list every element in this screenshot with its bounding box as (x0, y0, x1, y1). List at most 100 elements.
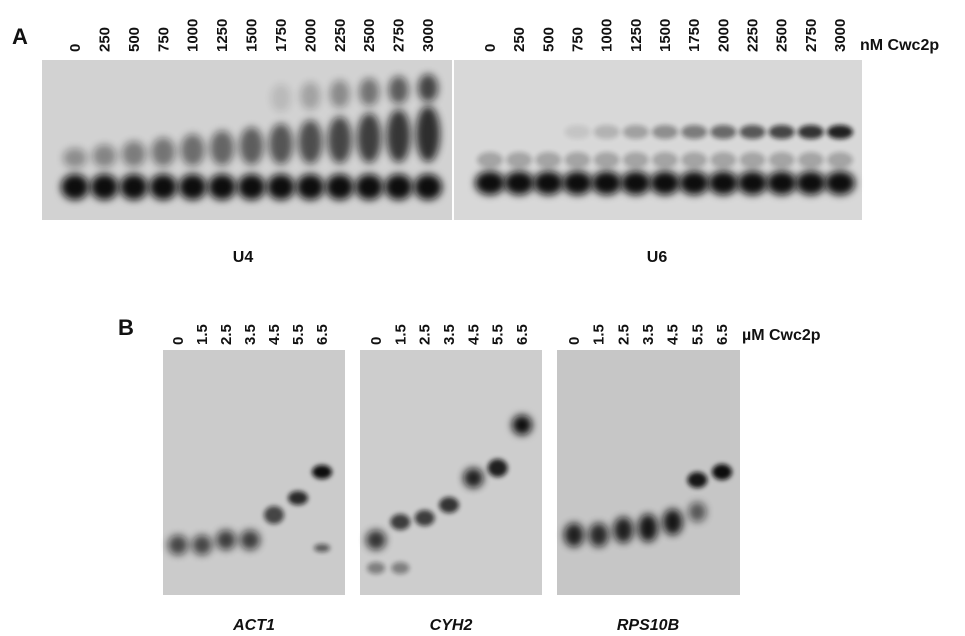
lane-label: 2750 (391, 19, 408, 52)
gel-label: U4 (233, 249, 254, 266)
lane-label: 1.5 (392, 324, 409, 345)
band (768, 125, 795, 139)
lane-label: 750 (570, 27, 587, 52)
lane-label: 6.5 (314, 324, 331, 345)
band (391, 562, 410, 574)
lane-label: 3000 (832, 19, 849, 52)
band (312, 465, 332, 479)
band (739, 152, 766, 168)
band (178, 174, 207, 200)
band (620, 171, 651, 195)
lane-label: 4.5 (665, 324, 682, 345)
band (90, 174, 119, 200)
band (121, 141, 146, 167)
lane-label: 0 (566, 337, 583, 345)
lane-label: 6.5 (714, 324, 731, 345)
gel (454, 60, 862, 220)
lane-label: 3000 (420, 19, 437, 52)
band (795, 171, 826, 195)
band (827, 125, 853, 139)
band (359, 78, 380, 106)
lane-label: 750 (155, 27, 172, 52)
lane-label: 0 (67, 44, 84, 52)
band (388, 76, 409, 104)
lane-label: 3.5 (640, 324, 657, 345)
band (593, 152, 620, 168)
band (737, 171, 768, 195)
band (679, 171, 710, 195)
band (739, 125, 766, 139)
band (564, 125, 591, 139)
band (564, 523, 584, 547)
lane-label: 2.5 (218, 324, 235, 345)
band (681, 152, 708, 168)
lane-label: 0 (482, 44, 499, 52)
gel (360, 350, 542, 595)
band (355, 174, 384, 200)
band (681, 125, 708, 139)
band (314, 544, 330, 552)
band (564, 152, 591, 168)
lane-label: 1.5 (194, 324, 211, 345)
band (710, 152, 737, 168)
lane-label: 3.5 (441, 324, 458, 345)
lane-label: 2.5 (417, 324, 434, 345)
band (562, 171, 593, 195)
band (416, 106, 440, 162)
lane-label: 1000 (185, 19, 202, 52)
lane-label: 0 (170, 337, 187, 345)
lane-label: 2250 (745, 19, 762, 52)
lane-label: 2750 (803, 19, 820, 52)
band (688, 502, 707, 522)
lane-label: 1750 (273, 19, 290, 52)
band (512, 415, 532, 435)
band (151, 137, 176, 167)
band (240, 530, 260, 550)
lane-label: 5.5 (290, 324, 307, 345)
band (535, 152, 562, 168)
panel-label: A (12, 24, 28, 49)
lane-label: 3.5 (242, 324, 259, 345)
lane-label: 500 (540, 27, 557, 52)
band (712, 464, 732, 480)
band (266, 174, 295, 200)
band (149, 174, 178, 200)
band (477, 152, 503, 168)
band (237, 174, 266, 200)
band (797, 125, 824, 139)
band (766, 171, 797, 195)
band (329, 80, 350, 108)
band (119, 174, 148, 200)
gel-bands (475, 125, 855, 195)
band (414, 510, 435, 526)
lane-label: 5.5 (490, 324, 507, 345)
band (298, 120, 323, 164)
band (506, 152, 533, 168)
lane-label: 2500 (361, 19, 378, 52)
lane-label: 2000 (302, 19, 319, 52)
lane-label: 2000 (715, 19, 732, 52)
lane-label: 500 (126, 27, 143, 52)
band (613, 517, 634, 543)
lane-label: 2.5 (615, 324, 632, 345)
gel-label: U6 (647, 249, 668, 266)
band (61, 174, 89, 200)
band (63, 148, 87, 168)
band (268, 123, 293, 165)
band (463, 468, 484, 488)
gel-bands (366, 415, 532, 574)
band (710, 125, 737, 139)
band (652, 152, 678, 168)
band (418, 74, 438, 102)
lane-label: 5.5 (689, 324, 706, 345)
band (296, 174, 325, 200)
band (708, 171, 739, 195)
band (622, 125, 649, 139)
band (475, 171, 505, 195)
lane-label: 1.5 (591, 324, 608, 345)
band (210, 130, 235, 166)
band (662, 509, 683, 535)
band (687, 472, 708, 488)
band (288, 491, 308, 505)
